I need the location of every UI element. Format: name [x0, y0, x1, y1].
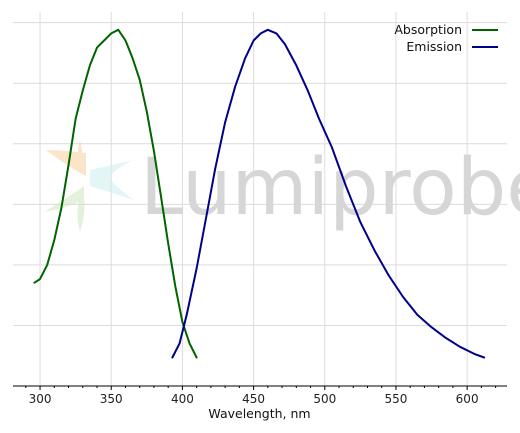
x-tick-label: 500 [313, 392, 336, 406]
x-tick-label: 350 [100, 392, 123, 406]
x-tick-label: 300 [29, 392, 52, 406]
legend-label-emission: Emission [406, 39, 462, 54]
x-tick-label: 550 [385, 392, 408, 406]
grid [13, 12, 507, 387]
series-layer [33, 28, 486, 359]
x-axis: 300 350 400 450 500 550 600 [13, 385, 507, 406]
x-axis-label: Wavelength, nm [208, 406, 310, 421]
watermark-text: Lumiprobe [140, 143, 520, 233]
legend-label-absorption: Absorption [394, 22, 462, 37]
legend: Absorption Emission [394, 22, 498, 54]
lumiprobe-watermark: Lumiprobe [44, 140, 520, 233]
x-tick-label: 400 [171, 392, 194, 406]
series-line-emission [171, 28, 486, 359]
x-tick-label: 450 [242, 392, 265, 406]
x-tick-label: 600 [456, 392, 479, 406]
series-line-absorption [33, 28, 198, 359]
lumiprobe-logo-icon [44, 140, 134, 232]
